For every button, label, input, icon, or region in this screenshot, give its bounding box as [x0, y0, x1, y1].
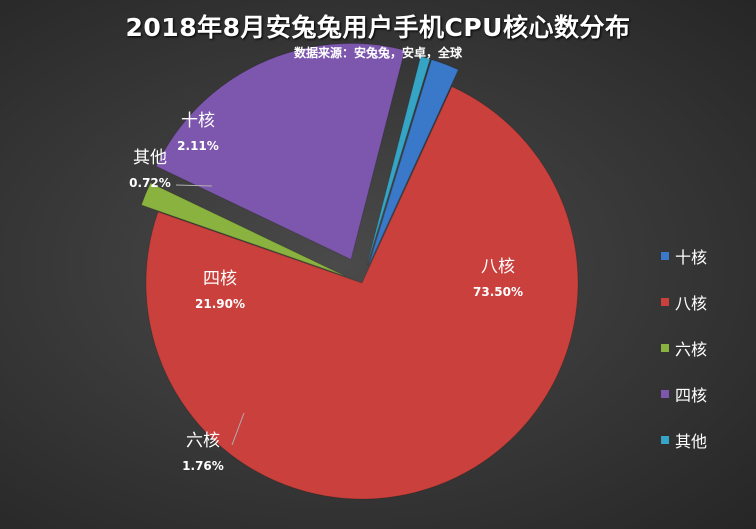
pie-slice-ten-core[interactable]	[367, 58, 459, 267]
legend-item-ten-core[interactable]: 十核	[661, 244, 707, 268]
legend-swatch-other	[661, 436, 669, 444]
slice-label-eight-core: 八核	[481, 257, 515, 277]
chart-title: 2018年8月安兔兔用户手机CPU核心数分布	[125, 13, 631, 42]
legend-item-other[interactable]: 其他	[661, 428, 707, 452]
legend-swatch-quad-core	[661, 390, 669, 398]
legend-item-eight-core[interactable]: 八核	[661, 290, 707, 314]
chart-subtitle: 数据来源：安兔兔，安卓，全球	[293, 46, 462, 60]
legend-item-six-core[interactable]: 六核	[661, 336, 707, 360]
legend-label-eight-core: 八核	[675, 294, 708, 313]
legend-label-quad-core: 四核	[675, 386, 708, 405]
legend-item-quad-core[interactable]: 四核	[661, 382, 707, 406]
slice-label-quad-core: 四核	[203, 269, 237, 289]
legend-label-ten-core: 十核	[675, 248, 708, 267]
slice-label-other: 其他	[133, 148, 167, 168]
slice-value-ten-core: 2.11%	[177, 139, 219, 153]
slice-label-ten-core: 十核	[181, 111, 215, 131]
pie-slice-other[interactable]	[366, 55, 431, 266]
pie-slice-eight-core[interactable]	[145, 85, 579, 500]
slice-value-six-core: 1.76%	[182, 459, 224, 473]
slice-label-six-core: 六核	[186, 431, 220, 451]
legend: 十核 八核 六核 四核 其他	[661, 244, 707, 452]
leader-line-six-core	[231, 412, 245, 446]
pie-slice-quad-core[interactable]	[155, 42, 406, 261]
legend-swatch-six-core	[661, 344, 669, 352]
legend-label-six-core: 六核	[675, 340, 708, 359]
legend-swatch-ten-core	[661, 252, 669, 260]
slice-value-other: 0.72%	[129, 176, 171, 190]
legend-swatch-eight-core	[661, 298, 669, 306]
legend-label-other: 其他	[675, 432, 708, 451]
slice-value-quad-core: 21.90%	[195, 297, 245, 311]
leader-line-other	[175, 184, 213, 187]
pie-slice-six-core[interactable]	[140, 182, 346, 277]
slice-value-eight-core: 73.50%	[473, 285, 523, 299]
